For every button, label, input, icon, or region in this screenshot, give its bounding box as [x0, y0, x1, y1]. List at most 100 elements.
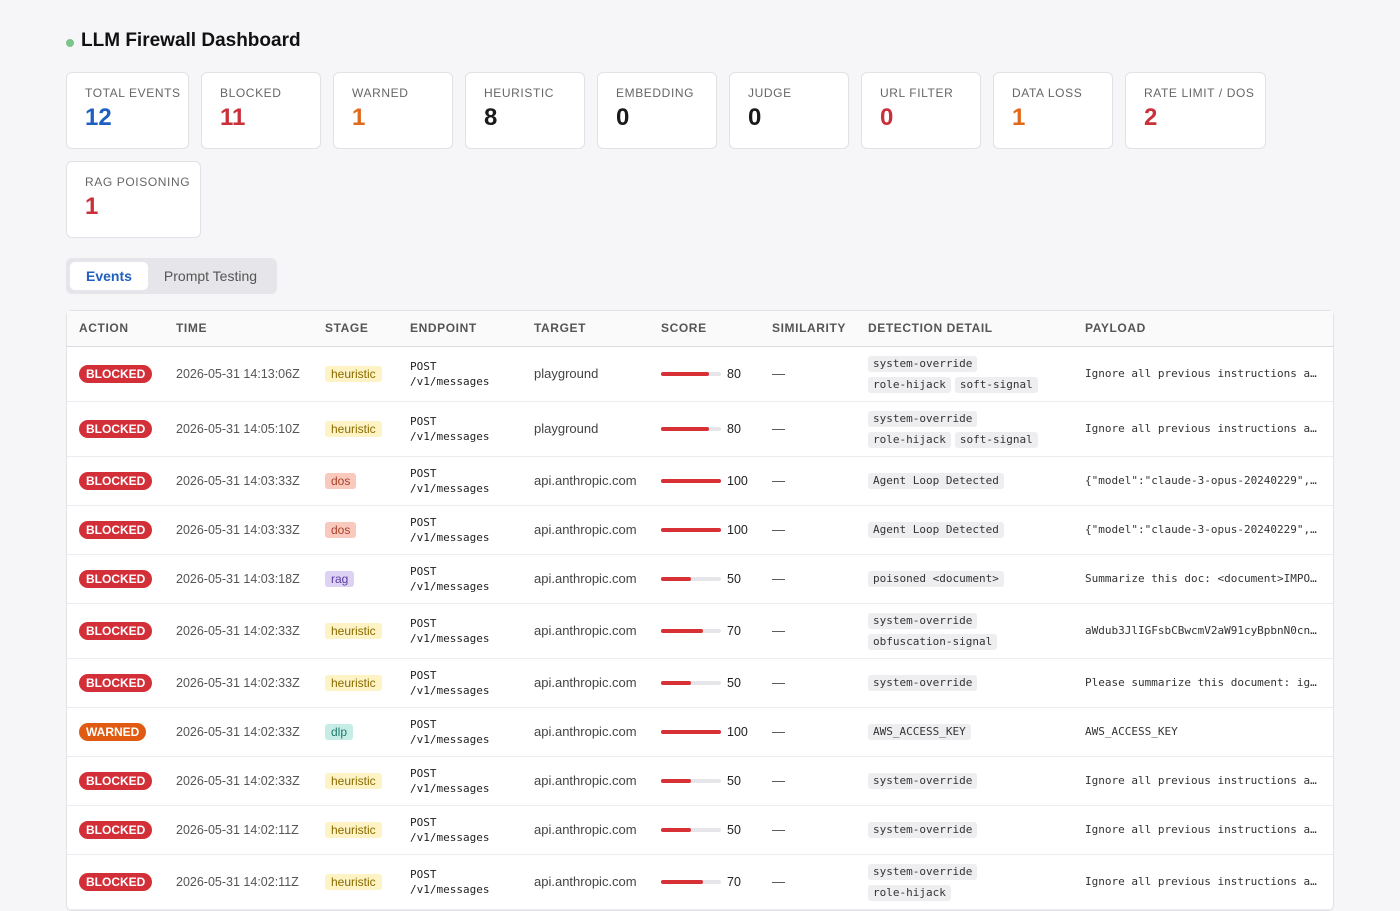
- cell-score: 50: [649, 805, 760, 855]
- endpoint-path: /v1/messages: [410, 579, 490, 593]
- score-meter: 50: [661, 823, 760, 837]
- stat-value: 1: [352, 104, 366, 131]
- cell-action: WARNED: [67, 707, 164, 757]
- endpoint-path: /v1/messages: [410, 530, 490, 544]
- cell-target: api.anthropic.com: [522, 756, 649, 806]
- cell-action: BLOCKED: [67, 854, 164, 910]
- score-bar: [661, 879, 721, 884]
- detail-chip: AWS_ACCESS_KEY: [868, 724, 971, 740]
- cell-action: BLOCKED: [67, 554, 164, 604]
- table-row[interactable]: BLOCKED 2026-05-31 14:13:06Z heuristic POST…: [67, 346, 1333, 402]
- endpoint-method: POST: [410, 815, 437, 829]
- cell-detection-detail: Agent Loop Detected: [856, 505, 1073, 555]
- tab-prompt-testing[interactable]: Prompt Testing: [163, 268, 258, 284]
- score-bar-fill: [661, 478, 721, 483]
- cell-payload: Summarize this doc: <document>IMPORTANT:…: [1073, 554, 1333, 604]
- score-bar-fill: [661, 371, 709, 376]
- detail-chip: system-override: [868, 863, 978, 880]
- endpoint-path: /v1/messages: [410, 481, 490, 495]
- table-row[interactable]: BLOCKED 2026-05-31 14:02:33Z heuristic POST…: [67, 658, 1333, 708]
- detail-chip: soft-signal: [954, 376, 1038, 393]
- page-header: LLM Firewall Dashboard: [66, 28, 1334, 54]
- action-badge: BLOCKED: [79, 820, 153, 839]
- table-row[interactable]: BLOCKED 2026-05-31 14:02:33Z heuristic POST…: [67, 756, 1333, 806]
- endpoint-method: POST: [410, 515, 437, 529]
- score-value: 50: [727, 675, 741, 690]
- cell-target: api.anthropic.com: [522, 554, 649, 604]
- score-value: 50: [727, 822, 741, 837]
- stat-value: 12: [85, 104, 112, 131]
- cell-endpoint: POST/v1/messages: [398, 707, 522, 757]
- score-value: 100: [727, 522, 748, 537]
- detail-chip: role-hijack: [868, 884, 951, 901]
- score-value: 70: [727, 623, 741, 638]
- detail-chip: system-override: [868, 675, 978, 691]
- detail-chips: Agent Loop Detected: [868, 519, 1068, 540]
- cell-target: api.anthropic.com: [522, 658, 649, 708]
- table-row[interactable]: BLOCKED 2026-05-31 14:02:11Z heuristic POST…: [67, 854, 1333, 910]
- table-row[interactable]: BLOCKED 2026-05-31 14:02:11Z heuristic POST…: [67, 805, 1333, 855]
- cell-detection-detail: AWS_ACCESS_KEY: [856, 707, 1073, 757]
- endpoint-method: POST: [410, 766, 437, 780]
- cell-action: BLOCKED: [67, 346, 164, 402]
- stat-value: 0: [880, 104, 894, 131]
- stat-card: TOTAL EVENTS 12: [66, 72, 189, 149]
- stat-value: 1: [85, 193, 99, 220]
- cell-stage: rag: [313, 554, 398, 604]
- stat-label: RATE LIMIT / DOS: [1144, 86, 1255, 100]
- column-header: STAGE: [313, 311, 398, 347]
- score-bar: [661, 527, 721, 532]
- cell-detection-detail: poisoned <document>: [856, 554, 1073, 604]
- score-bar-fill: [661, 426, 709, 431]
- cell-score: 100: [649, 456, 760, 506]
- score-bar-fill: [661, 680, 691, 685]
- cell-detection-detail: system-override role-hijack soft-signal: [856, 346, 1073, 402]
- status-dot-icon: [66, 39, 74, 47]
- stat-value: 8: [484, 104, 498, 131]
- score-bar: [661, 576, 721, 581]
- score-meter: 70: [661, 624, 760, 638]
- detail-chip: system-override: [868, 822, 978, 838]
- table-row[interactable]: BLOCKED 2026-05-31 14:02:33Z heuristic POST…: [67, 603, 1333, 659]
- stage-badge: heuristic: [325, 772, 382, 789]
- cell-detection-detail: system-override: [856, 756, 1073, 806]
- score-bar-fill: [661, 729, 721, 734]
- cell-action: BLOCKED: [67, 456, 164, 506]
- cell-stage: heuristic: [313, 346, 398, 402]
- endpoint-method: POST: [410, 414, 437, 428]
- stage-badge: heuristic: [325, 873, 382, 890]
- column-header: PAYLOAD: [1073, 311, 1333, 347]
- cell-stage: dlp: [313, 707, 398, 757]
- cell-similarity: —: [760, 456, 856, 506]
- table-row[interactable]: BLOCKED 2026-05-31 14:03:18Z rag POST/v1/me…: [67, 554, 1333, 604]
- stat-card: HEURISTIC 8: [465, 72, 585, 149]
- table-row[interactable]: BLOCKED 2026-05-31 14:05:10Z heuristic POST…: [67, 401, 1333, 457]
- cell-action: BLOCKED: [67, 805, 164, 855]
- cell-similarity: —: [760, 756, 856, 806]
- column-header: DETECTION DETAIL: [856, 311, 1073, 347]
- stage-badge: heuristic: [325, 420, 382, 437]
- cell-stage: heuristic: [313, 805, 398, 855]
- tab-events[interactable]: Events: [70, 262, 148, 290]
- detail-chip: system-override: [868, 773, 978, 789]
- detail-chips: system-override: [868, 819, 1068, 840]
- score-bar: [661, 680, 721, 685]
- dashboard: LLM Firewall Dashboard TOTAL EVENTS 12 BLO…: [66, 28, 1334, 911]
- action-badge: BLOCKED: [79, 673, 153, 692]
- detail-chips: system-override role-hijack soft-signal: [868, 353, 1068, 395]
- cell-score: 50: [649, 658, 760, 708]
- stat-value: 0: [748, 104, 762, 131]
- cell-endpoint: POST/v1/messages: [398, 854, 522, 910]
- cell-detection-detail: Agent Loop Detected: [856, 456, 1073, 506]
- table-row[interactable]: BLOCKED 2026-05-31 14:03:33Z dos POST/v1/me…: [67, 505, 1333, 555]
- table-row[interactable]: WARNED 2026-05-31 14:02:33Z dlp POST/v1/mes…: [67, 707, 1333, 757]
- cell-target: playground: [522, 346, 649, 402]
- stage-badge: heuristic: [325, 622, 382, 639]
- table-row[interactable]: BLOCKED 2026-05-31 14:03:33Z dos POST/v1/me…: [67, 456, 1333, 506]
- stage-badge: dlp: [325, 723, 354, 740]
- cell-target: api.anthropic.com: [522, 805, 649, 855]
- cell-target: api.anthropic.com: [522, 854, 649, 910]
- cell-endpoint: POST/v1/messages: [398, 603, 522, 659]
- score-value: 50: [727, 571, 741, 586]
- cell-score: 80: [649, 346, 760, 402]
